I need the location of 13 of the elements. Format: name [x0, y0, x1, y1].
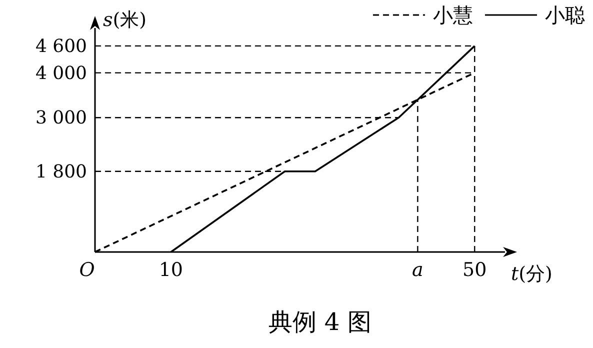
x-tick-label: 50: [462, 259, 487, 281]
y-tick-label: 1 800: [35, 161, 87, 182]
x-tick-label: a: [412, 259, 424, 281]
y-tick-label: 4 000: [35, 62, 87, 84]
x-axis-title: t(分): [511, 263, 552, 285]
y-axis-title: s(米): [103, 9, 147, 31]
x-tick-label: O: [79, 259, 96, 281]
text: 典例 4 图: [268, 308, 372, 336]
legend-label: 小聪: [545, 3, 585, 27]
legend-label: 小慧: [433, 3, 473, 27]
x-tick-label: 10: [158, 259, 184, 281]
y-tick-label: 3 000: [35, 108, 87, 129]
y-tick-label: 4 600: [35, 36, 87, 57]
